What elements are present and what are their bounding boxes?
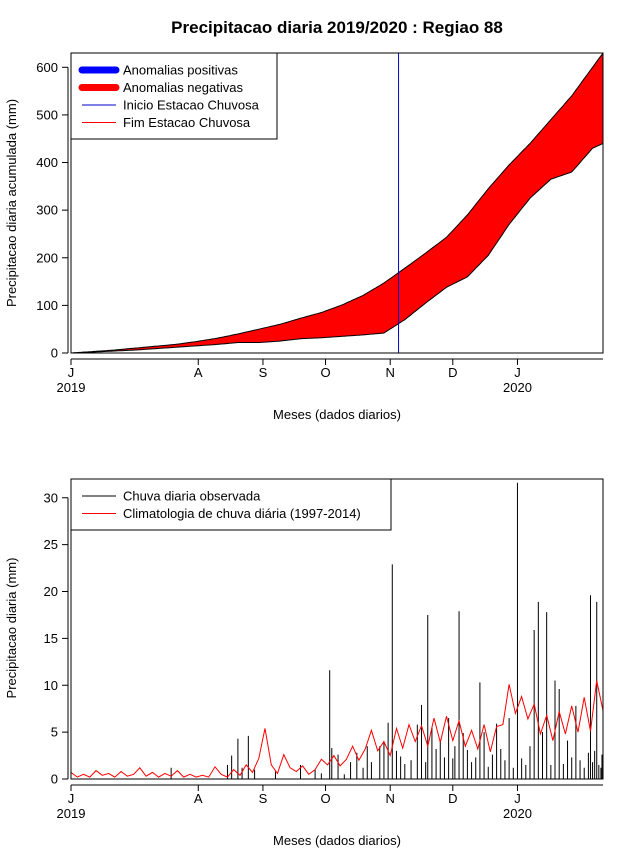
x-tick-label: S bbox=[259, 365, 268, 380]
x-tick-label: D bbox=[448, 365, 457, 380]
daily-y-axis: 0 5 10 15 20 25 30 bbox=[44, 490, 69, 787]
observed-cumulative-line bbox=[70, 143, 604, 354]
negative-anomaly-area bbox=[71, 53, 603, 353]
y-tick-label: 600 bbox=[36, 60, 58, 75]
cumulative-legend: Anomalias positivas Anomalias negativas In… bbox=[70, 52, 278, 140]
y-tick-label: 15 bbox=[44, 631, 58, 646]
x-tick-label: J bbox=[68, 365, 75, 380]
daily-plot-area bbox=[70, 482, 604, 780]
legend-box bbox=[70, 478, 392, 531]
cumulative-x-axis-label: Meses (dados diarios) bbox=[273, 407, 401, 422]
y-tick-label: 0 bbox=[51, 772, 58, 787]
climatology-daily-line bbox=[70, 680, 604, 778]
y-tick-label: 30 bbox=[44, 490, 58, 505]
daily-x-axis-label: Meses (dados diarios) bbox=[273, 833, 401, 848]
x-tick-label: J bbox=[68, 791, 75, 806]
cumulative-plot-area bbox=[70, 52, 604, 354]
legend-label: Anomalias positivas bbox=[123, 63, 238, 78]
legend-label: Fim Estacao Chuvosa bbox=[123, 115, 251, 130]
x-tick-label: J bbox=[514, 365, 521, 380]
x-tick-label: N bbox=[386, 365, 395, 380]
y-tick-label: 500 bbox=[36, 107, 58, 122]
cumulative-y-axis-label: Precipitacao diaria acumulada (mm) bbox=[4, 99, 19, 307]
cumulative-plot-frame bbox=[70, 52, 604, 354]
x-tick-label: N bbox=[386, 791, 395, 806]
y-tick-label: 0 bbox=[51, 346, 58, 361]
y-tick-label: 200 bbox=[36, 250, 58, 265]
legend-label: Climatologia de chuva diária (1997-2014) bbox=[123, 506, 361, 521]
x-year-label: 2019 bbox=[57, 806, 86, 821]
y-tick-label: 5 bbox=[51, 725, 58, 740]
y-tick-label: 10 bbox=[44, 678, 58, 693]
x-year-label: 2020 bbox=[503, 380, 532, 395]
x-tick-label: O bbox=[320, 791, 330, 806]
y-tick-label: 300 bbox=[36, 203, 58, 218]
y-tick-label: 25 bbox=[44, 537, 58, 552]
x-year-label: 2020 bbox=[503, 806, 532, 821]
x-tick-label: A bbox=[194, 791, 203, 806]
x-tick-label: O bbox=[320, 365, 330, 380]
x-tick-label: A bbox=[194, 365, 203, 380]
y-tick-label: 100 bbox=[36, 298, 58, 313]
x-tick-label: J bbox=[514, 791, 521, 806]
x-tick-label: S bbox=[259, 791, 268, 806]
daily-y-axis-label: Precipitacao diaria (mm) bbox=[4, 558, 19, 699]
legend-label: Chuva diaria observada bbox=[123, 489, 261, 504]
y-tick-label: 20 bbox=[44, 584, 58, 599]
chart-title: Precipitacao diaria 2019/2020 : Regiao 8… bbox=[171, 18, 503, 37]
daily-legend: Chuva diaria observada Climatologia de ch… bbox=[70, 478, 392, 531]
cumulative-y-axis: 0 100 200 300 400 500 600 bbox=[36, 60, 69, 361]
x-year-label: 2019 bbox=[57, 380, 86, 395]
legend-label: Inicio Estacao Chuvosa bbox=[123, 98, 260, 113]
x-tick-label: D bbox=[448, 791, 457, 806]
y-tick-label: 400 bbox=[36, 155, 58, 170]
legend-label: Anomalias negativas bbox=[123, 80, 243, 95]
climatology-cumulative-line bbox=[70, 52, 604, 354]
